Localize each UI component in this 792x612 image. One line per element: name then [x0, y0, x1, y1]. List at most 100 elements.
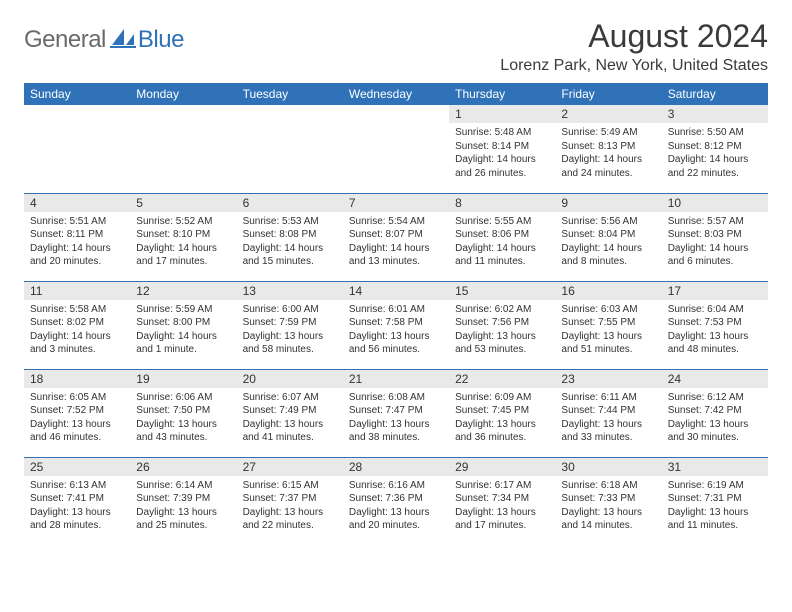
day-number: 29 — [449, 458, 555, 476]
sunset-text: Sunset: 7:58 PM — [349, 316, 443, 330]
sunrise-text: Sunrise: 6:13 AM — [30, 479, 124, 493]
daylight-text: Daylight: 13 hours — [349, 418, 443, 432]
day-details: Sunrise: 5:51 AMSunset: 8:11 PMDaylight:… — [24, 212, 130, 273]
daylight-text: and 22 minutes. — [243, 519, 337, 533]
day-number: 4 — [24, 194, 130, 212]
daylight-text: Daylight: 13 hours — [30, 506, 124, 520]
daylight-text: Daylight: 13 hours — [136, 418, 230, 432]
day-number: 8 — [449, 194, 555, 212]
daylight-text: and 11 minutes. — [668, 519, 762, 533]
day-number: 11 — [24, 282, 130, 300]
calendar-day-cell: 17Sunrise: 6:04 AMSunset: 7:53 PMDayligh… — [662, 281, 768, 369]
daylight-text: Daylight: 13 hours — [668, 330, 762, 344]
day-number: 21 — [343, 370, 449, 388]
title-block: August 2024 Lorenz Park, New York, Unite… — [500, 18, 768, 75]
day-number: 10 — [662, 194, 768, 212]
sunset-text: Sunset: 8:10 PM — [136, 228, 230, 242]
sunrise-text: Sunrise: 5:56 AM — [561, 215, 655, 229]
day-number: 15 — [449, 282, 555, 300]
calendar-day-cell: 13Sunrise: 6:00 AMSunset: 7:59 PMDayligh… — [237, 281, 343, 369]
daylight-text: Daylight: 14 hours — [30, 242, 124, 256]
daylight-text: Daylight: 14 hours — [668, 242, 762, 256]
daylight-text: Daylight: 14 hours — [243, 242, 337, 256]
daylight-text: and 26 minutes. — [455, 167, 549, 181]
dayname-row: SundayMondayTuesdayWednesdayThursdayFrid… — [24, 83, 768, 105]
page-header: General Blue August 2024 Lorenz Park, Ne… — [24, 18, 768, 75]
day-number: 31 — [662, 458, 768, 476]
day-number: 3 — [662, 105, 768, 123]
day-details: Sunrise: 5:56 AMSunset: 8:04 PMDaylight:… — [555, 212, 661, 273]
sunset-text: Sunset: 7:53 PM — [668, 316, 762, 330]
daylight-text: Daylight: 14 hours — [136, 330, 230, 344]
sunrise-text: Sunrise: 6:00 AM — [243, 303, 337, 317]
sunrise-text: Sunrise: 6:08 AM — [349, 391, 443, 405]
daylight-text: and 56 minutes. — [349, 343, 443, 357]
sunset-text: Sunset: 7:56 PM — [455, 316, 549, 330]
day-number: 5 — [130, 194, 236, 212]
calendar-day-cell: 10Sunrise: 5:57 AMSunset: 8:03 PMDayligh… — [662, 193, 768, 281]
daylight-text: and 1 minute. — [136, 343, 230, 357]
day-number: 22 — [449, 370, 555, 388]
calendar-day-cell: 4Sunrise: 5:51 AMSunset: 8:11 PMDaylight… — [24, 193, 130, 281]
day-number: 25 — [24, 458, 130, 476]
sunrise-text: Sunrise: 6:02 AM — [455, 303, 549, 317]
day-details: Sunrise: 5:57 AMSunset: 8:03 PMDaylight:… — [662, 212, 768, 273]
calendar-day-cell: 5Sunrise: 5:52 AMSunset: 8:10 PMDaylight… — [130, 193, 236, 281]
calendar-table: SundayMondayTuesdayWednesdayThursdayFrid… — [24, 83, 768, 545]
calendar-day-cell: 28Sunrise: 6:16 AMSunset: 7:36 PMDayligh… — [343, 457, 449, 545]
sunset-text: Sunset: 7:50 PM — [136, 404, 230, 418]
day-details: Sunrise: 6:13 AMSunset: 7:41 PMDaylight:… — [24, 476, 130, 537]
calendar-day-cell: 31Sunrise: 6:19 AMSunset: 7:31 PMDayligh… — [662, 457, 768, 545]
sunrise-text: Sunrise: 6:01 AM — [349, 303, 443, 317]
calendar-day-cell: 24Sunrise: 6:12 AMSunset: 7:42 PMDayligh… — [662, 369, 768, 457]
day-details: Sunrise: 6:11 AMSunset: 7:44 PMDaylight:… — [555, 388, 661, 449]
calendar-day-cell: 11Sunrise: 5:58 AMSunset: 8:02 PMDayligh… — [24, 281, 130, 369]
sunset-text: Sunset: 7:47 PM — [349, 404, 443, 418]
sunset-text: Sunset: 7:45 PM — [455, 404, 549, 418]
calendar-day-cell — [24, 105, 130, 193]
day-details: Sunrise: 6:07 AMSunset: 7:49 PMDaylight:… — [237, 388, 343, 449]
daylight-text: Daylight: 13 hours — [455, 418, 549, 432]
calendar-day-cell: 26Sunrise: 6:14 AMSunset: 7:39 PMDayligh… — [130, 457, 236, 545]
sunset-text: Sunset: 7:42 PM — [668, 404, 762, 418]
calendar-day-cell: 12Sunrise: 5:59 AMSunset: 8:00 PMDayligh… — [130, 281, 236, 369]
daylight-text: Daylight: 13 hours — [243, 506, 337, 520]
sunrise-text: Sunrise: 5:57 AM — [668, 215, 762, 229]
day-number: 28 — [343, 458, 449, 476]
sunset-text: Sunset: 7:55 PM — [561, 316, 655, 330]
day-number: 6 — [237, 194, 343, 212]
daylight-text: and 51 minutes. — [561, 343, 655, 357]
logo-text-blue: Blue — [138, 26, 184, 54]
calendar-day-cell: 14Sunrise: 6:01 AMSunset: 7:58 PMDayligh… — [343, 281, 449, 369]
sunset-text: Sunset: 8:02 PM — [30, 316, 124, 330]
day-details: Sunrise: 5:48 AMSunset: 8:14 PMDaylight:… — [449, 123, 555, 184]
dayname-header: Saturday — [662, 83, 768, 105]
calendar-day-cell: 21 Sunrise: 6:08 AMSunset: 7:47 PMDayligh… — [343, 369, 449, 457]
day-number: 7 — [343, 194, 449, 212]
daylight-text: Daylight: 13 hours — [561, 418, 655, 432]
sunrise-text: Sunrise: 6:06 AM — [136, 391, 230, 405]
day-details: Sunrise: 6:06 AMSunset: 7:50 PMDaylight:… — [130, 388, 236, 449]
sunrise-text: Sunrise: 6:18 AM — [561, 479, 655, 493]
day-details: Sunrise: 6:14 AMSunset: 7:39 PMDaylight:… — [130, 476, 236, 537]
calendar-day-cell: 20Sunrise: 6:07 AMSunset: 7:49 PMDayligh… — [237, 369, 343, 457]
calendar-day-cell: 18Sunrise: 6:05 AMSunset: 7:52 PMDayligh… — [24, 369, 130, 457]
daylight-text: Daylight: 13 hours — [455, 506, 549, 520]
day-number: 14 — [343, 282, 449, 300]
calendar-week-row: 18Sunrise: 6:05 AMSunset: 7:52 PMDayligh… — [24, 369, 768, 457]
daylight-text: Daylight: 13 hours — [561, 506, 655, 520]
calendar-week-row: 11Sunrise: 5:58 AMSunset: 8:02 PMDayligh… — [24, 281, 768, 369]
sunset-text: Sunset: 7:33 PM — [561, 492, 655, 506]
daylight-text: Daylight: 14 hours — [30, 330, 124, 344]
sunrise-text: Sunrise: 5:48 AM — [455, 126, 549, 140]
day-details: Sunrise: 5:58 AMSunset: 8:02 PMDaylight:… — [24, 300, 130, 361]
sunset-text: Sunset: 7:52 PM — [30, 404, 124, 418]
daylight-text: and 8 minutes. — [561, 255, 655, 269]
day-number: 30 — [555, 458, 661, 476]
calendar-day-cell — [237, 105, 343, 193]
calendar-day-cell: 9Sunrise: 5:56 AMSunset: 8:04 PMDaylight… — [555, 193, 661, 281]
daylight-text: and 17 minutes. — [136, 255, 230, 269]
day-details: Sunrise: 5:49 AMSunset: 8:13 PMDaylight:… — [555, 123, 661, 184]
daylight-text: Daylight: 14 hours — [349, 242, 443, 256]
daylight-text: and 25 minutes. — [136, 519, 230, 533]
